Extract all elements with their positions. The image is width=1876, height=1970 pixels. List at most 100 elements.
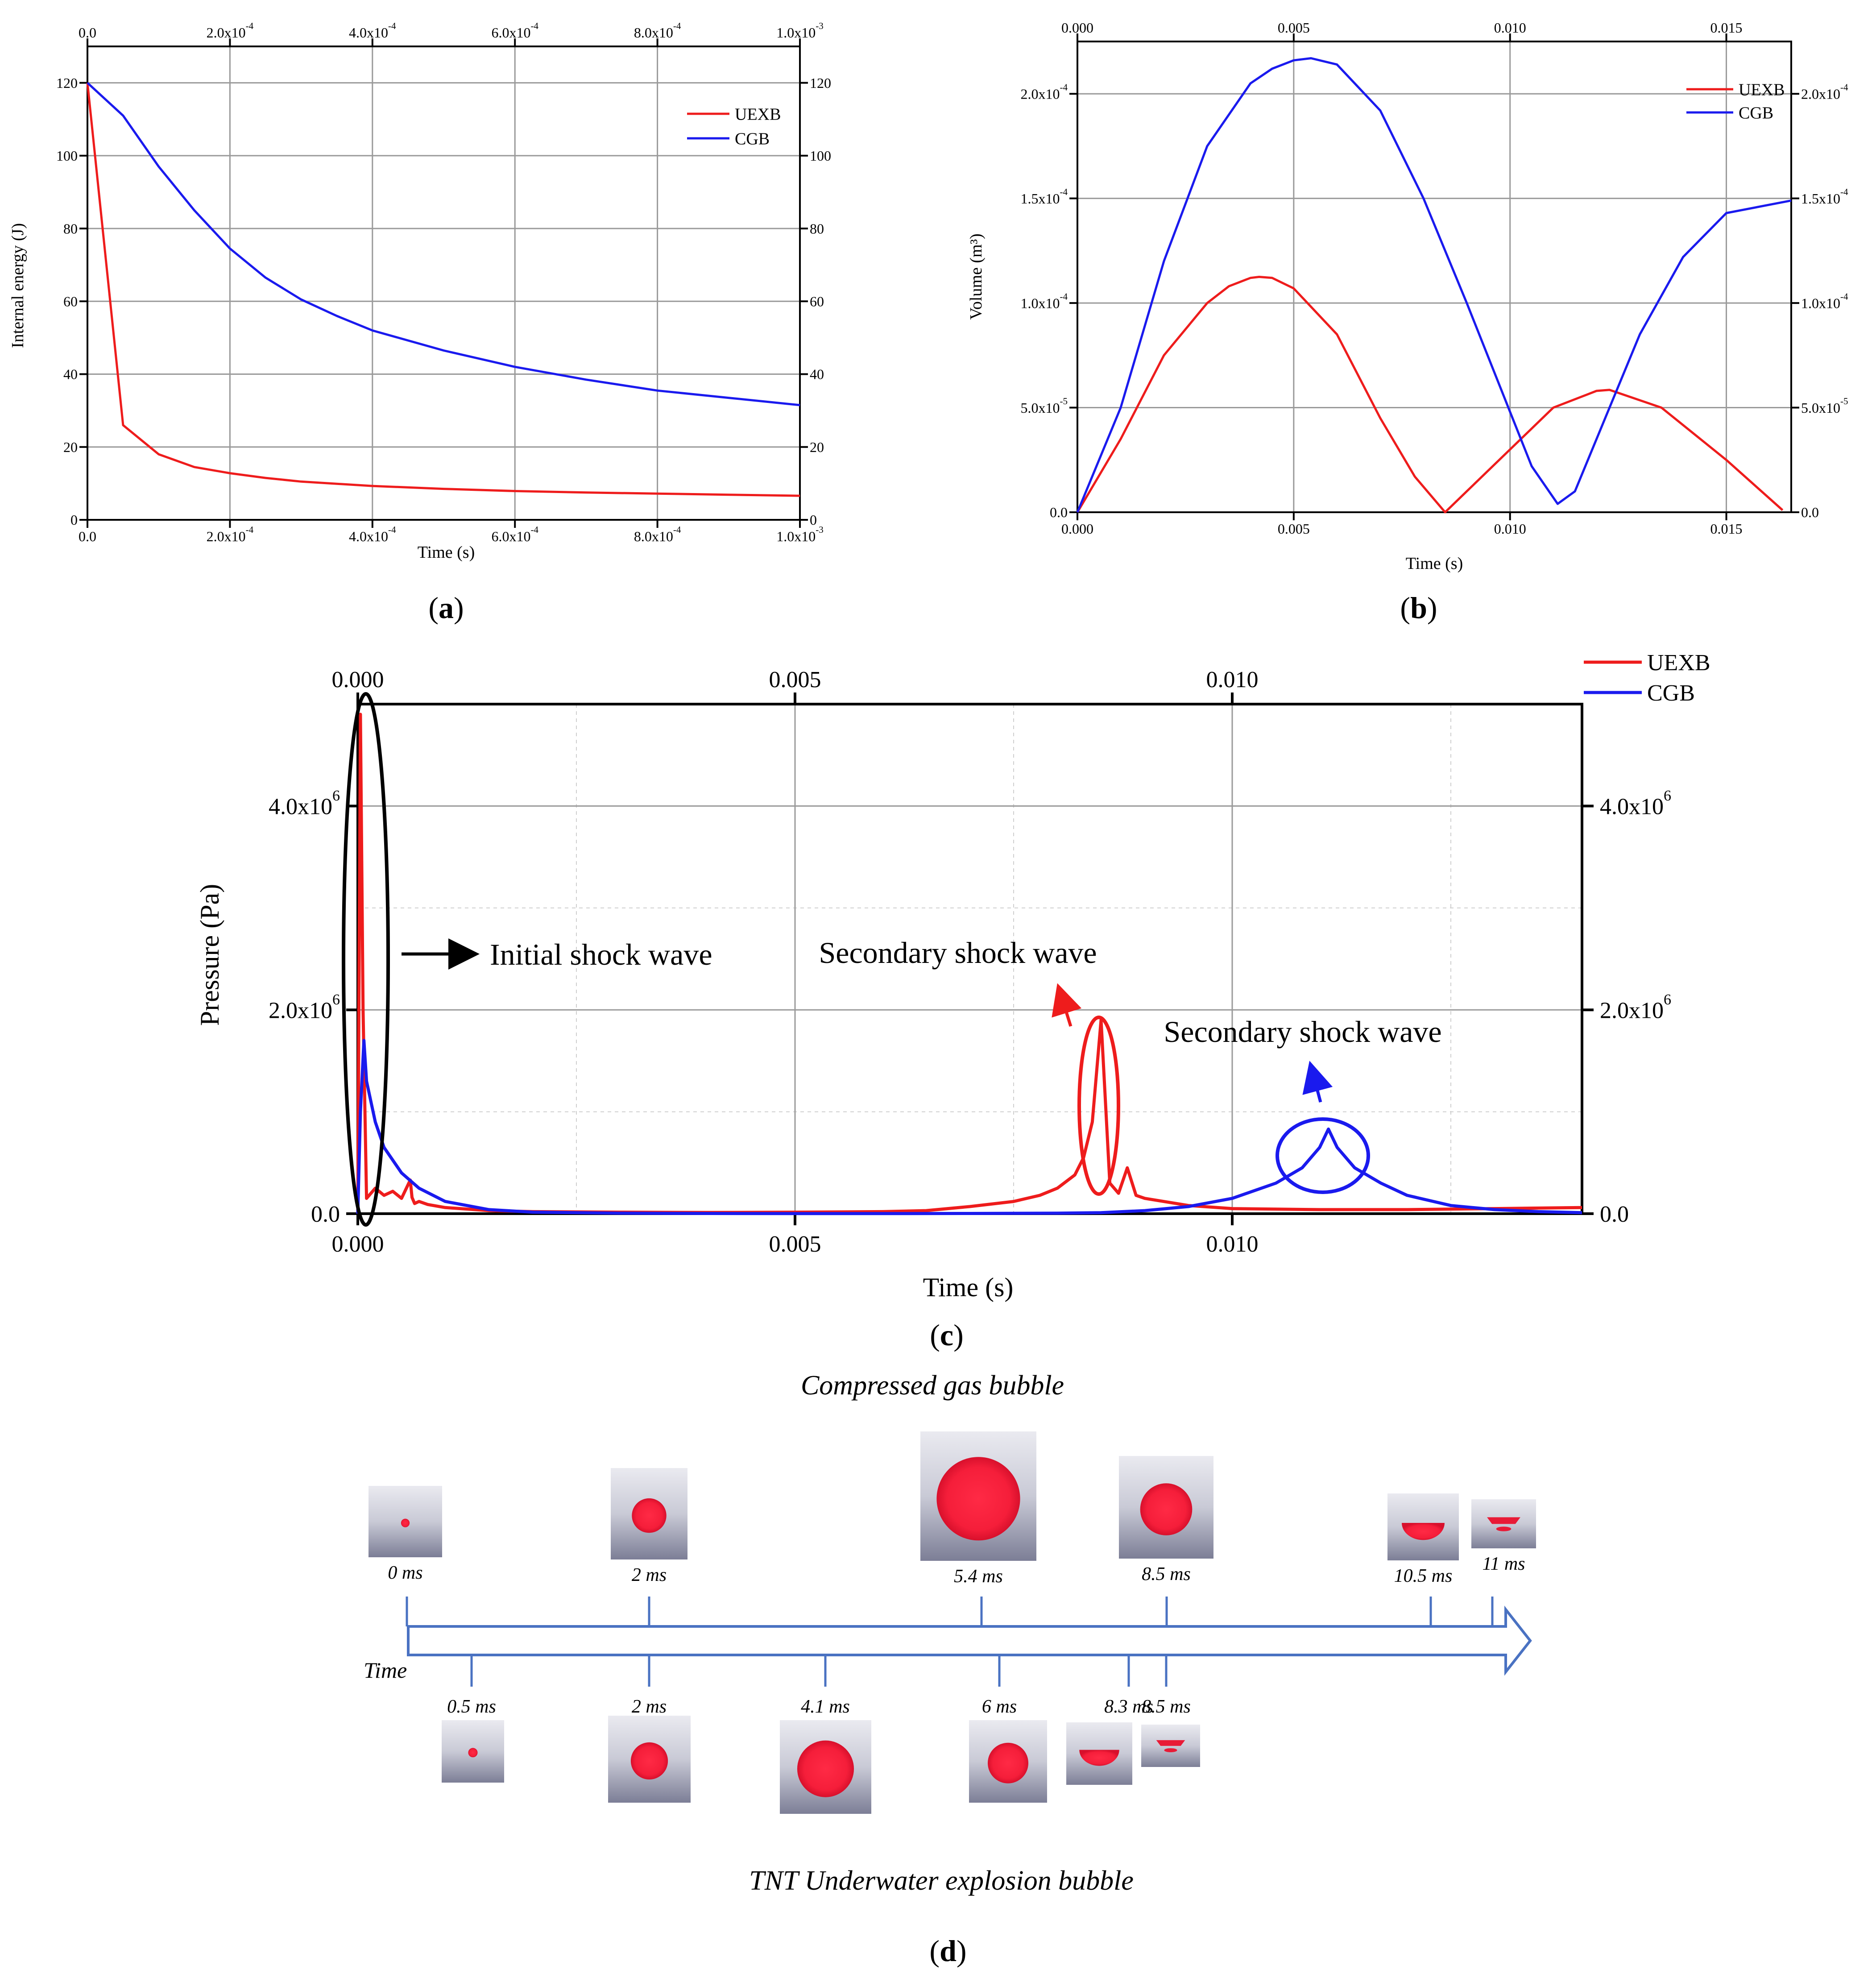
- tnt-frame-time: 8.5 ms: [1142, 1696, 1191, 1717]
- pressure-chart: 0.000 0.000 0.005 0.005 0.010 0.010 0.0 0.0 2.0x…: [195, 650, 1710, 1302]
- y-tick-label-right: 120: [810, 75, 831, 91]
- tick-exponent: -4: [673, 21, 681, 31]
- tnt-frame: [1066, 1722, 1132, 1785]
- bubble-sphere: [797, 1740, 854, 1797]
- bubble-collapsing: [1402, 1523, 1445, 1540]
- y-tick-label-right: 60: [810, 294, 824, 310]
- y-tick-label-right: 1.5x10-4: [1801, 187, 1848, 207]
- tick-exponent: -4: [1060, 291, 1068, 302]
- bubble-sphere: [630, 1742, 668, 1780]
- tick-exponent: -5: [1840, 396, 1848, 406]
- tick-exponent: -4: [1060, 82, 1068, 93]
- panel-c-letter: c: [940, 1318, 953, 1352]
- uexb-secondary-arrow: [1052, 983, 1082, 1027]
- tick-exponent: -4: [246, 524, 254, 535]
- bubble-sphere: [988, 1742, 1028, 1783]
- x-tick-label-bottom: 0.000: [1061, 521, 1093, 537]
- tick-exponent: 6: [332, 788, 340, 804]
- tnt-frame: [1141, 1725, 1200, 1767]
- compressed-frame-time: 5.4 ms: [954, 1566, 1003, 1587]
- x-tick-label-bottom: 0.015: [1710, 521, 1743, 537]
- bubble-fragment: [1496, 1526, 1512, 1531]
- tnt-bubble-title: TNT Underwater explosion bubble: [749, 1866, 1134, 1896]
- tick-exponent: -4: [1060, 187, 1068, 197]
- panel-a-label: (a): [428, 591, 464, 625]
- compressed-frame-time: 0 ms: [388, 1563, 422, 1583]
- y-tick-label-left: 0.0: [311, 1202, 340, 1227]
- tick-exponent: -4: [530, 524, 538, 535]
- y-tick-label-right: 2.0x10-4: [1801, 82, 1848, 102]
- chart-c-annotations: Initial shock wave Secondary shock wave …: [342, 692, 1442, 1227]
- bubble-sphere: [468, 1748, 478, 1758]
- x-tick-label-top: 0.010: [1494, 20, 1526, 36]
- x-tick-label-top: 1.0x10-3: [776, 21, 824, 41]
- x-tick-label-bottom: 0.000: [332, 1232, 384, 1257]
- series-line-cgb: [356, 1039, 1582, 1215]
- bubble-sphere: [1140, 1483, 1193, 1535]
- series-line-uexb: [1076, 276, 1784, 514]
- bubble-collapsing: [1079, 1750, 1119, 1766]
- tick-exponent: -4: [246, 21, 254, 31]
- tick-exponent: 6: [332, 991, 340, 1008]
- compressed-frame: [920, 1431, 1036, 1561]
- y-axis-label: Pressure (Pa): [195, 884, 224, 1026]
- series-line-uexb: [356, 713, 1582, 1214]
- x-tick-label-top: 0.005: [1278, 20, 1310, 36]
- tnt-frame-time: 2 ms: [632, 1696, 667, 1717]
- y-tick-label-left: 20: [63, 439, 78, 455]
- x-tick-label-top: 0.010: [1206, 667, 1259, 693]
- legend-label-cgb: CGB: [1739, 104, 1773, 122]
- tnt-bubble-frames: 0.5 ms 2 ms 4.1 ms 6 ms 8.3 ms8.5 ms: [442, 1655, 1200, 1814]
- y-tick-label-right: 5.0x10-5: [1801, 396, 1848, 416]
- y-tick-label-right: 2.0x106: [1600, 991, 1671, 1024]
- panel-d-letter: d: [940, 1934, 957, 1968]
- bubble-sphere: [401, 1518, 410, 1527]
- legend-label-cgb: CGB: [1647, 680, 1695, 706]
- bubble-sphere: [632, 1498, 667, 1533]
- compressed-gas-frames: 0 ms 2 ms 5.4 ms 8.5 ms 10.5 ms 11 ms: [369, 1431, 1536, 1626]
- compressed-frame-time: 8.5 ms: [1142, 1564, 1191, 1584]
- timeline-axis-label: Time: [364, 1658, 407, 1683]
- initial-shock-text: Initial shock wave: [490, 937, 712, 971]
- x-axis-label: Time (s): [1406, 554, 1463, 573]
- tick-exponent: -4: [673, 524, 681, 535]
- cgb-secondary-arrow: [1302, 1061, 1333, 1103]
- y-tick-label-right: 0.0: [1600, 1202, 1629, 1227]
- x-tick-label-bottom: 0.010: [1494, 521, 1526, 537]
- legend-label-cgb: CGB: [735, 129, 770, 148]
- y-tick-label-left: 60: [63, 294, 78, 310]
- x-tick-label-top: 0.000: [332, 667, 384, 693]
- y-tick-label-left: 2.0x106: [269, 991, 340, 1024]
- y-tick-label-right: 20: [810, 439, 824, 455]
- uexb-secondary-text: Secondary shock wave: [819, 936, 1097, 970]
- x-tick-label-bottom: 0.0: [79, 528, 96, 544]
- compressed-gas-title: Compressed gas bubble: [801, 1370, 1064, 1401]
- x-tick-label-top: 4.0x10-4: [349, 21, 396, 41]
- tick-exponent: -4: [1840, 82, 1848, 93]
- timeline-arrow-shape: [407, 1605, 1532, 1676]
- y-tick-label-right: 80: [810, 220, 824, 236]
- compressed-frame: [1387, 1493, 1459, 1560]
- y-tick-label-right: 100: [810, 148, 831, 164]
- tick-exponent: 6: [1664, 991, 1671, 1008]
- y-axis-label: Volume (m³): [967, 233, 986, 319]
- x-tick-label-bottom: 0.010: [1206, 1232, 1259, 1257]
- y-tick-label-left: 1.5x10-4: [1021, 187, 1068, 207]
- legend-label-uexb: UEXB: [735, 105, 781, 124]
- tnt-frame: [608, 1716, 691, 1803]
- series-line-uexb: [86, 83, 800, 497]
- y-tick-label-left: 0.0: [1050, 504, 1068, 520]
- y-tick-label-left: 0: [70, 512, 78, 528]
- tnt-frame: [442, 1720, 504, 1783]
- y-tick-label-right: 0: [810, 512, 817, 528]
- y-tick-label-right: 0.0: [1801, 504, 1819, 520]
- tick-exponent: -4: [388, 524, 396, 535]
- panel-a-letter: a: [439, 591, 454, 625]
- bubble-flattened: [1156, 1740, 1185, 1746]
- tick-exponent: -5: [1060, 396, 1068, 406]
- series-line-cgb: [87, 82, 800, 406]
- tick-exponent: -4: [530, 21, 538, 31]
- panel-d-label: (d): [929, 1934, 966, 1968]
- compressed-frame: [369, 1486, 442, 1557]
- bubble-timeline: Compressed gas bubble TNT Underwater exp…: [364, 1370, 1536, 1968]
